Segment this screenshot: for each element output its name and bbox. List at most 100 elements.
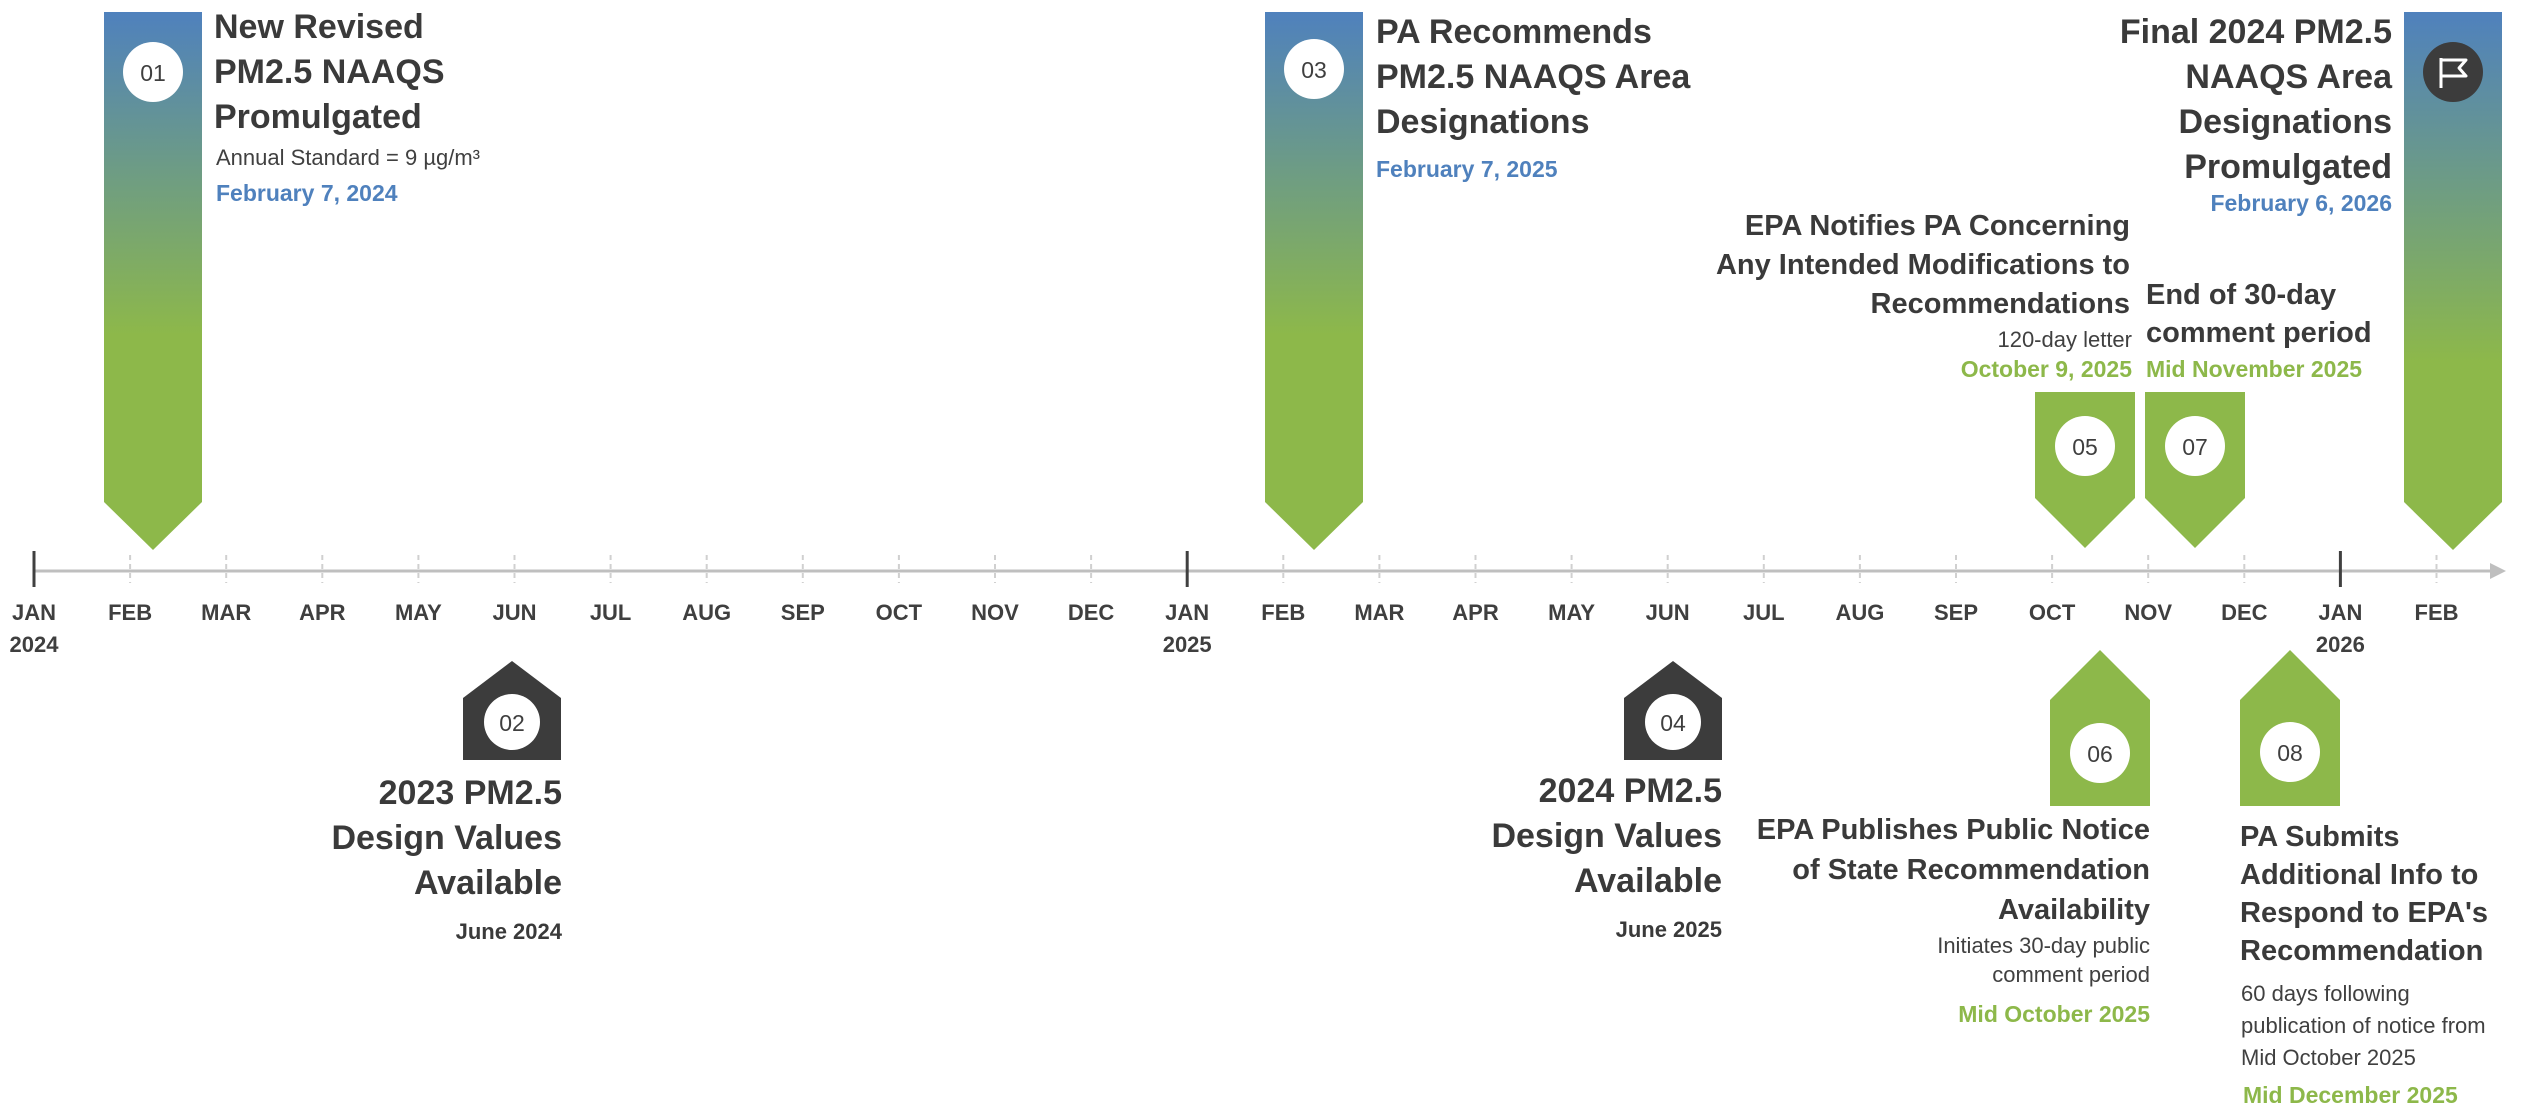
month-label: AUG xyxy=(1835,600,1885,625)
month-label: JUL xyxy=(589,600,632,625)
badge-03-number: 03 xyxy=(1301,57,1327,83)
month-label: JAN xyxy=(1165,600,1210,625)
month-ticks xyxy=(32,551,2438,587)
badge-07-number: 07 xyxy=(2182,434,2208,460)
milestone-06-detail-line: comment period xyxy=(1992,962,2150,987)
milestone-final-banner xyxy=(2404,12,2502,550)
month-label: SEP xyxy=(780,600,825,625)
milestone-08-detail-line: 60 days following xyxy=(2241,981,2410,1006)
month-label: FEB xyxy=(108,600,153,625)
milestone-03-banner xyxy=(1265,12,1363,550)
milestone-final-title-line: Promulgated xyxy=(2184,148,2392,186)
year-label: 2026 xyxy=(2315,632,2365,657)
milestone-06-date: Mid October 2025 xyxy=(1958,1001,2150,1027)
milestone-06-title-line: of State Recommendation xyxy=(1792,854,2150,886)
milestone-03-badge xyxy=(1284,39,1344,99)
milestone-05-title-line: Any Intended Modifications to xyxy=(1715,249,2130,281)
milestone-01-title-line: Promulgated xyxy=(214,98,422,136)
month-label: JUL xyxy=(1743,600,1785,625)
milestone-06-title: EPA Publishes Public Notice of State Rec… xyxy=(1700,810,2150,930)
milestone-03-title-line: PA Recommends xyxy=(1376,13,1652,51)
milestone-07-title: End of 30-day comment period xyxy=(2146,276,2372,352)
month-label: MAY xyxy=(1548,600,1596,625)
milestone-07-title-line: comment period xyxy=(2146,317,2372,349)
month-label: JUN xyxy=(1645,600,1690,625)
month-label: MAR xyxy=(1354,600,1405,625)
month-label: OCT xyxy=(2028,600,2076,625)
milestone-04-title-line: Design Values xyxy=(1491,817,1722,855)
axis-arrow-icon xyxy=(2490,563,2506,579)
badge-02-number: 02 xyxy=(499,710,525,736)
milestone-01-title-line: PM2.5 NAAQS xyxy=(214,53,445,91)
year-label: 2025 xyxy=(1162,632,1212,657)
badge-01-number: 01 xyxy=(140,60,166,86)
month-label: MAR xyxy=(201,600,252,625)
milestone-08-title-line: Recommendation xyxy=(2240,935,2484,967)
milestone-final-title: Final 2024 PM2.5 NAAQS Area Designations… xyxy=(2000,10,2392,190)
milestone-02-date: June 2024 xyxy=(455,919,562,944)
milestone-final-title-line: Designations xyxy=(2178,103,2392,141)
milestone-01-banner xyxy=(104,12,202,550)
milestone-final-title-line: Final 2024 PM2.5 xyxy=(2119,13,2392,51)
milestone-04-title: 2024 PM2.5 Design Values Available xyxy=(1320,769,1722,904)
month-label: DEC xyxy=(1067,600,1115,625)
milestone-07-badge xyxy=(2165,416,2225,476)
milestone-01-title-line: New Revised xyxy=(214,8,424,46)
month-label: AUG xyxy=(682,600,732,625)
milestone-05-detail: 120-day letter xyxy=(1997,327,2132,352)
milestone-05-title-line: Recommendations xyxy=(1870,288,2130,320)
milestone-final-title-line: NAAQS Area xyxy=(2185,58,2392,96)
milestone-01-detail: Annual Standard = 9 µg/m³ xyxy=(216,145,480,170)
month-label: JUN xyxy=(492,600,537,625)
milestone-08-title-line: PA Submits xyxy=(2240,821,2400,853)
milestone-06-title-line: EPA Publishes Public Notice xyxy=(1756,814,2150,846)
month-label: NOV xyxy=(2124,600,2173,625)
milestone-02-title-line: Design Values xyxy=(331,819,562,857)
month-label: SEP xyxy=(1933,600,1979,625)
milestone-08-date: Mid December 2025 xyxy=(2243,1082,2458,1108)
milestone-06-detail-line: Initiates 30-day public xyxy=(1937,933,2150,958)
milestone-07-title-line: End of 30-day xyxy=(2146,279,2337,311)
badge-06-number: 06 xyxy=(2087,741,2113,767)
milestone-final-date: February 6, 2026 xyxy=(2210,190,2392,216)
milestone-08-badge xyxy=(2260,722,2320,782)
milestone-06-detail: Initiates 30-day public comment period xyxy=(1850,931,2150,989)
month-label: JAN xyxy=(2318,600,2363,625)
month-label: OCT xyxy=(875,600,923,625)
badge-04-number: 04 xyxy=(1660,710,1686,736)
month-label: APR xyxy=(299,600,346,625)
milestone-08-title: PA Submits Additional Info to Respond to… xyxy=(2240,818,2488,970)
milestone-05-title-line: EPA Notifies PA Concerning xyxy=(1744,210,2130,242)
milestone-03-title: PA Recommends PM2.5 NAAQS Area Designati… xyxy=(1376,10,1690,145)
milestone-02-title-line: Available xyxy=(413,864,562,902)
milestone-04-title-line: 2024 PM2.5 xyxy=(1538,772,1722,810)
milestone-08-title-line: Additional Info to xyxy=(2240,859,2479,891)
milestone-02-badge xyxy=(484,694,540,750)
milestone-02-title-line: 2023 PM2.5 xyxy=(378,774,562,812)
month-label: NOV xyxy=(971,600,1019,625)
month-label: DEC xyxy=(2221,600,2268,625)
milestone-03-title-line: PM2.5 NAAQS Area xyxy=(1376,58,1691,96)
milestone-02-title: 2023 PM2.5 Design Values Available xyxy=(160,771,562,906)
milestone-08-detail-line: publication of notice from xyxy=(2241,1013,2486,1038)
milestone-06-badge xyxy=(2070,723,2130,783)
year-label: 2024 xyxy=(9,632,59,657)
milestone-05-badge xyxy=(2055,416,2115,476)
month-label: FEB xyxy=(1261,600,1306,625)
milestone-01-date: February 7, 2024 xyxy=(216,180,398,206)
month-label: MAY xyxy=(394,600,442,625)
milestone-08-detail: 60 days following publication of notice … xyxy=(2241,978,2486,1074)
milestone-04-title-line: Available xyxy=(1573,862,1722,900)
milestone-01-title: New Revised PM2.5 NAAQS Promulgated xyxy=(214,5,445,140)
milestone-05-title: EPA Notifies PA Concerning Any Intended … xyxy=(1640,207,2130,324)
milestone-06-title-line: Availability xyxy=(1997,894,2150,926)
milestone-08-title-line: Respond to EPA's xyxy=(2240,897,2489,929)
flag-icon xyxy=(2439,58,2468,88)
badge-08-number: 08 xyxy=(2277,740,2303,766)
milestone-final-badge xyxy=(2423,42,2483,102)
milestone-04-date: June 2025 xyxy=(1615,917,1722,942)
month-label: APR xyxy=(1452,600,1499,625)
month-label: JAN xyxy=(11,600,56,625)
milestone-01-badge xyxy=(123,42,183,102)
